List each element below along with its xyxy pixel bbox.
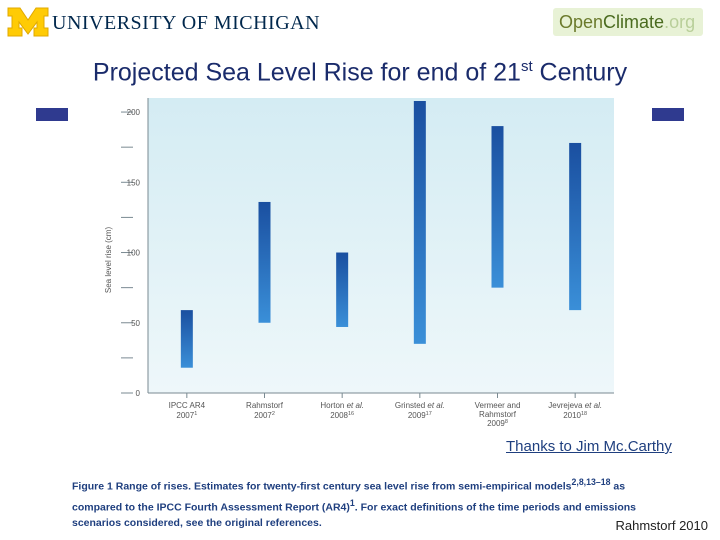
bar-range-2 — [258, 201, 271, 323]
plot-background — [148, 98, 614, 393]
thanks-link[interactable]: Thanks to Jim Mc.Carthy — [506, 438, 672, 455]
openclimate-logo: OpenClimate.org — [553, 8, 703, 36]
x-label-year-4: 200917 — [408, 411, 432, 420]
caption-label: Figure 1 — [72, 480, 113, 493]
x-label-line2-5: Rahmstorf — [479, 410, 517, 419]
y-tick-label-150: 150 — [127, 178, 141, 187]
openclimate-org: .org — [664, 12, 696, 32]
x-label-ref-2: 2 — [272, 411, 275, 417]
x-label-ref-5: 8 — [505, 419, 508, 425]
block-m-icon — [7, 7, 49, 37]
x-label-year-1: 20071 — [176, 411, 197, 420]
title-main: Projected Sea Level Rise for end of 21 — [92, 58, 521, 87]
bar-range-4 — [413, 101, 426, 344]
caption-text3: . For exact definitions of the time peri… — [72, 501, 636, 529]
decorative-accent-right — [652, 108, 684, 121]
bar-range-3 — [336, 252, 349, 327]
decorative-accent-left — [36, 108, 68, 121]
y-tick-label-0: 0 — [136, 389, 141, 398]
x-label-5: Vermeer and — [475, 401, 521, 410]
university-name: UNIVERSITY OF MICHIGAN — [52, 12, 321, 34]
title-sup: st — [520, 58, 533, 75]
x-label-italic-4: et al. — [425, 401, 445, 410]
x-label-4: Grinsted et al. — [395, 401, 445, 410]
bar-range-5 — [491, 126, 504, 288]
openclimate-open: Open — [559, 12, 604, 32]
x-label-1: IPCC AR4 — [169, 401, 206, 410]
x-label-2: Rahmstorf — [246, 401, 284, 410]
x-label-italic-6: et al. — [583, 401, 603, 410]
caption-text2: as compared to the IPCC Fourth Assessmen… — [72, 480, 626, 514]
bar-range-1 — [180, 310, 193, 368]
caption-refs: 2,8,13–18 — [571, 477, 611, 487]
x-label-year-3: 200816 — [330, 411, 354, 420]
university-of-michigan-logo: UNIVERSITY OF MICHIGAN — [6, 4, 320, 38]
slide-title: Projected Sea Level Rise for end of 21st… — [0, 58, 720, 87]
y-tick-label-200: 200 — [127, 108, 141, 117]
x-label-6: Jevrejeva et al. — [548, 401, 602, 410]
title-tail: Century — [532, 58, 628, 87]
x-label-italic-3: et al. — [344, 401, 364, 410]
y-tick-label-100: 100 — [127, 249, 141, 258]
caption-text: Range of rises. Estimates for twenty-fir… — [112, 480, 572, 493]
x-label-ref-3: 16 — [348, 411, 354, 417]
x-label-year-6: 201018 — [563, 411, 587, 420]
x-label-ref-6: 18 — [581, 411, 587, 417]
figure-caption: Figure 1 Range of rises. Estimates for t… — [72, 474, 642, 531]
y-tick-label-50: 50 — [131, 319, 140, 328]
source-credit: Rahmstorf 2010 — [615, 518, 709, 533]
bar-range-6 — [569, 142, 582, 311]
openclimate-climate: Climate — [603, 12, 665, 32]
caption-ref2: 1 — [349, 497, 355, 508]
x-label-ref-4: 17 — [426, 411, 432, 417]
x-label-3: Horton et al. — [320, 401, 364, 410]
x-label-year-2: 20072 — [254, 411, 275, 420]
y-axis-label: Sea level rise (cm) — [104, 227, 113, 294]
x-label-year-5: 20098 — [487, 419, 508, 428]
x-label-ref-1: 1 — [194, 411, 197, 417]
